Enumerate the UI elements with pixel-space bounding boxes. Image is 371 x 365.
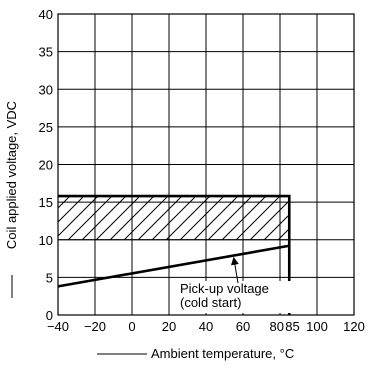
y-tick-label: 0 — [46, 308, 53, 323]
y-tick-label: 35 — [39, 45, 53, 60]
x-tick-label: 60 — [236, 319, 250, 334]
operating-region-boundary — [58, 194, 291, 315]
hatched-region — [57, 195, 290, 241]
grid — [57, 13, 355, 316]
y-tick-label: 30 — [39, 82, 53, 97]
x-tick-label: −40 — [47, 319, 69, 334]
annotation-arrow — [230, 256, 239, 284]
pickup-voltage-line — [57, 244, 290, 288]
y-tick-label: 25 — [39, 120, 53, 135]
x-tick-label: 80 — [270, 319, 284, 334]
x-tick-label: 120 — [343, 319, 365, 334]
x-tick-label-85: 85 — [285, 319, 299, 334]
x-tick-label: 0 — [128, 319, 135, 334]
y-tick-labels: 0 5 10 15 20 25 30 35 40 — [39, 7, 53, 323]
plot-frame — [57, 13, 355, 316]
annotation-background — [178, 281, 294, 313]
annotation-text: Pick-up voltage — [180, 281, 269, 296]
y-tick-label: 20 — [39, 158, 53, 173]
x-axis-label: Ambient temperature, °C — [151, 346, 294, 361]
annotation-layer: Pick-up voltage(cold start) — [178, 256, 294, 313]
x-tick-label: −20 — [84, 319, 106, 334]
y-tick-label: 40 — [39, 7, 53, 22]
x-tick-label: 20 — [162, 319, 176, 334]
x-tick-label: 40 — [199, 319, 213, 334]
annotation-text: (cold start) — [180, 295, 241, 310]
operating-region-layer — [58, 194, 291, 315]
x-tick-labels: −40 −20 0 20 40 60 80 100 120 85 — [47, 319, 365, 334]
y-axis-label: Coil applied voltage, VDC — [4, 101, 19, 249]
x-tick-label: 100 — [306, 319, 328, 334]
series-layer — [57, 244, 290, 288]
y-tick-label: 5 — [46, 270, 53, 285]
hatched-region-layer — [57, 195, 290, 241]
y-tick-label: 15 — [39, 195, 53, 210]
y-tick-label: 10 — [39, 233, 53, 248]
